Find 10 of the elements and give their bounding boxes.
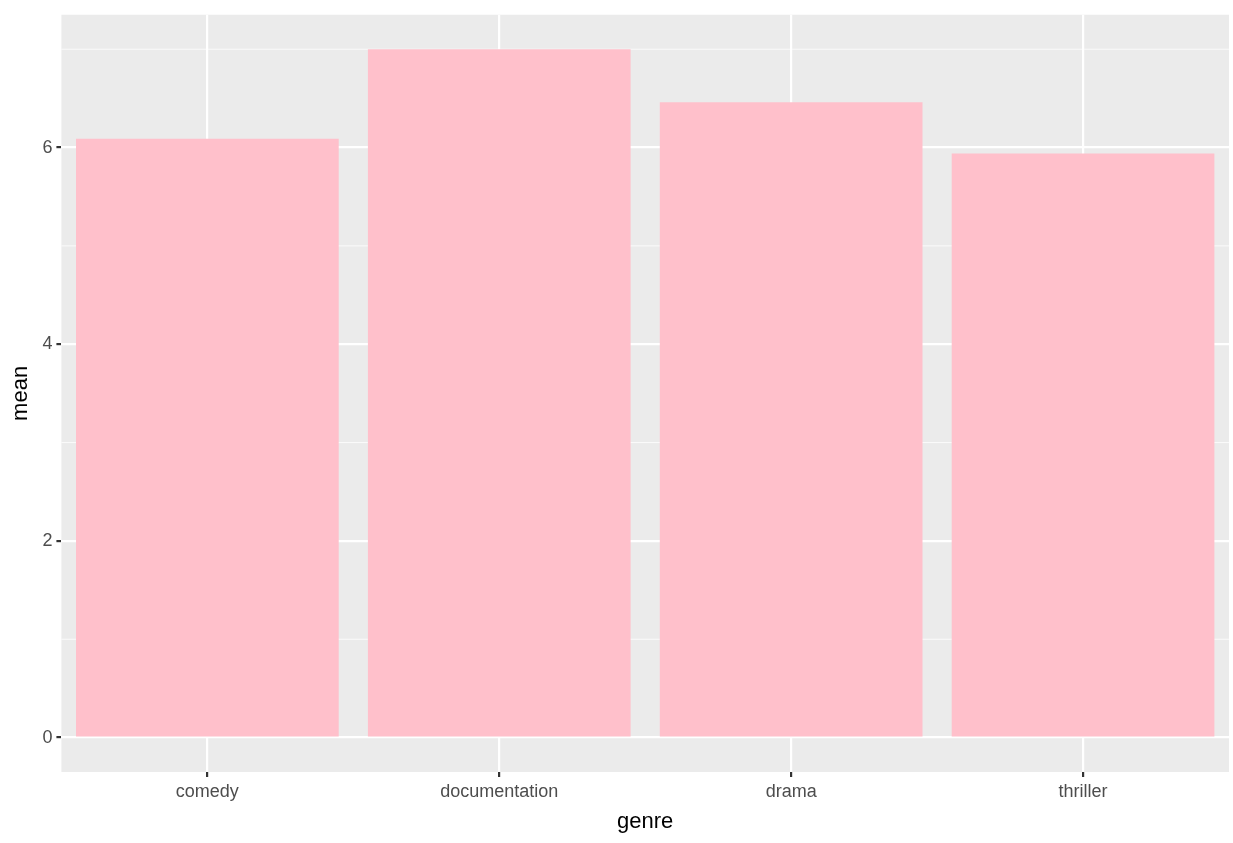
y-tick-label: 0 (42, 726, 53, 747)
x-axis-title: genre (617, 807, 674, 833)
x-tick-label: documentation (440, 780, 559, 801)
y-axis-title: mean (7, 365, 33, 421)
x-tick-label: thriller (1058, 780, 1108, 801)
y-tick-label: 4 (42, 333, 53, 354)
y-tick-label: 6 (42, 136, 53, 157)
x-tick-label: comedy (175, 780, 239, 801)
y-tick-label: 2 (42, 529, 53, 550)
x-tick-label: drama (765, 780, 818, 801)
